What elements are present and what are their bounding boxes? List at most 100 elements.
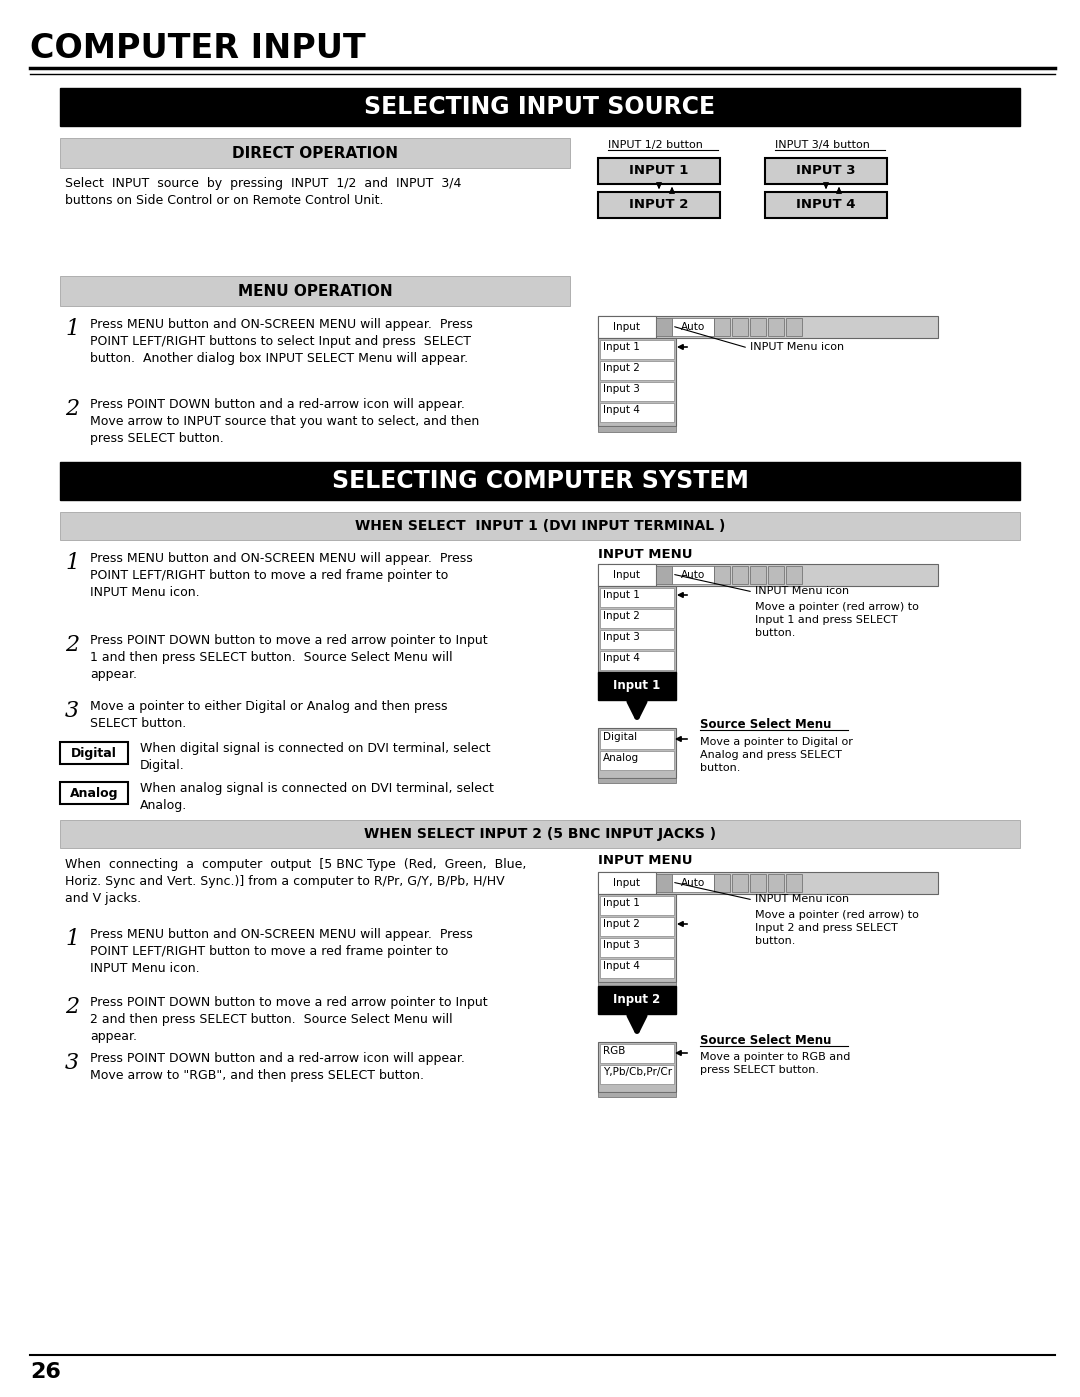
Text: Press MENU button and ON-SCREEN MENU will appear.  Press
POINT LEFT/RIGHT button: Press MENU button and ON-SCREEN MENU wil… (90, 319, 473, 365)
Bar (60, 782, 129, 805)
Text: Move a pointer to either Digital or Analog and then press
SELECT button.: Move a pointer to either Digital or Anal… (90, 700, 447, 731)
Bar (600, 588, 674, 608)
Text: Move a pointer to Digital or
Analog and press SELECT
button.: Move a pointer to Digital or Analog and … (700, 738, 853, 774)
Text: INPUT 3/4 button: INPUT 3/4 button (775, 140, 869, 149)
Bar (600, 339, 674, 359)
Bar (598, 191, 720, 218)
Bar (598, 1092, 676, 1097)
Text: 1: 1 (65, 928, 79, 950)
Text: Analog: Analog (603, 753, 639, 763)
Bar (598, 564, 656, 585)
Text: Move a pointer (red arrow) to
Input 1 and press SELECT
button.: Move a pointer (red arrow) to Input 1 an… (755, 602, 919, 638)
Text: MENU OPERATION: MENU OPERATION (238, 284, 392, 299)
Text: 26: 26 (30, 1362, 60, 1382)
Bar (656, 566, 672, 584)
Text: 3: 3 (65, 1052, 79, 1074)
Bar (672, 875, 714, 893)
Bar (598, 585, 676, 673)
Text: Input 1: Input 1 (603, 590, 639, 599)
Bar (768, 319, 784, 337)
Text: INPUT 4: INPUT 4 (796, 198, 855, 211)
Bar (786, 319, 802, 337)
Text: Move a pointer (red arrow) to
Input 2 and press SELECT
button.: Move a pointer (red arrow) to Input 2 an… (755, 909, 919, 946)
Bar (600, 1065, 674, 1084)
Text: INPUT 1: INPUT 1 (630, 165, 689, 177)
Text: INPUT MENU: INPUT MENU (598, 854, 692, 868)
Bar (600, 916, 674, 936)
Text: Press POINT DOWN button to move a red arrow pointer to Input
1 and then press SE: Press POINT DOWN button to move a red ar… (90, 634, 488, 680)
Bar (600, 651, 674, 671)
Bar (600, 895, 674, 915)
Text: Press POINT DOWN button and a red-arrow icon will appear.
Move arrow to "RGB", a: Press POINT DOWN button and a red-arrow … (90, 1052, 464, 1083)
Text: Auto: Auto (680, 321, 705, 332)
Text: Analog: Analog (70, 787, 118, 799)
Text: Input 4: Input 4 (603, 961, 639, 971)
Text: INPUT 2: INPUT 2 (630, 198, 689, 211)
Bar (600, 731, 674, 749)
Bar (60, 88, 1020, 126)
Bar (598, 426, 676, 432)
Bar (598, 673, 676, 680)
Bar (600, 958, 674, 978)
Bar (598, 316, 656, 338)
Text: When analog signal is connected on DVI terminal, select
Analog.: When analog signal is connected on DVI t… (140, 782, 494, 812)
Bar (786, 566, 802, 584)
Bar (765, 191, 887, 218)
Text: INPUT Menu icon: INPUT Menu icon (755, 894, 849, 904)
Text: Input 4: Input 4 (603, 405, 639, 415)
Text: Digital: Digital (603, 732, 637, 742)
Bar (600, 360, 674, 380)
Text: Y,Pb/Cb,Pr/Cr: Y,Pb/Cb,Pr/Cr (603, 1067, 672, 1077)
Text: INPUT Menu icon: INPUT Menu icon (750, 342, 845, 352)
Text: COMPUTER INPUT: COMPUTER INPUT (30, 32, 366, 66)
Text: 3: 3 (65, 700, 79, 722)
Bar (60, 462, 1020, 500)
Text: Input 3: Input 3 (603, 384, 639, 394)
Text: Auto: Auto (680, 570, 705, 580)
Bar (60, 138, 570, 168)
Text: DIRECT OPERATION: DIRECT OPERATION (232, 145, 399, 161)
Bar (714, 875, 730, 893)
Bar (60, 277, 570, 306)
Bar (714, 319, 730, 337)
Text: Press MENU button and ON-SCREEN MENU will appear.  Press
POINT LEFT/RIGHT button: Press MENU button and ON-SCREEN MENU wil… (90, 552, 473, 599)
Text: Input 1: Input 1 (603, 342, 639, 352)
Bar (600, 630, 674, 650)
Bar (598, 778, 676, 782)
Text: SELECTING COMPUTER SYSTEM: SELECTING COMPUTER SYSTEM (332, 469, 748, 493)
Text: RGB: RGB (603, 1046, 625, 1056)
Bar (732, 566, 748, 584)
Bar (750, 566, 766, 584)
Text: Input 1: Input 1 (613, 679, 661, 693)
Bar (60, 820, 1020, 848)
Text: INPUT MENU: INPUT MENU (598, 548, 692, 562)
Bar (598, 986, 676, 1014)
Text: Input 2: Input 2 (613, 993, 661, 1006)
Bar (656, 319, 672, 337)
Bar (598, 158, 720, 184)
Bar (598, 1042, 676, 1092)
Bar (768, 875, 784, 893)
Text: INPUT 3: INPUT 3 (796, 165, 855, 177)
Text: 2: 2 (65, 634, 79, 657)
Text: Move a pointer to RGB and
press SELECT button.: Move a pointer to RGB and press SELECT b… (700, 1052, 850, 1076)
Text: Input 3: Input 3 (603, 631, 639, 643)
Text: 2: 2 (65, 398, 79, 420)
Text: Source Select Menu: Source Select Menu (700, 718, 832, 731)
Text: 1: 1 (65, 552, 79, 574)
Text: Input: Input (613, 877, 640, 888)
Text: INPUT Menu icon: INPUT Menu icon (755, 585, 849, 597)
Bar (598, 338, 676, 426)
Bar (732, 875, 748, 893)
Text: WHEN SELECT  INPUT 1 (DVI INPUT TERMINAL ): WHEN SELECT INPUT 1 (DVI INPUT TERMINAL … (355, 520, 725, 534)
Text: Press POINT DOWN button and a red-arrow icon will appear.
Move arrow to INPUT so: Press POINT DOWN button and a red-arrow … (90, 398, 480, 446)
Bar (750, 875, 766, 893)
Text: Input 2: Input 2 (603, 363, 639, 373)
Bar (765, 158, 887, 184)
Text: When digital signal is connected on DVI terminal, select
Digital.: When digital signal is connected on DVI … (140, 742, 490, 773)
Bar (656, 875, 672, 893)
Bar (598, 672, 676, 700)
Bar (672, 319, 714, 337)
Bar (732, 319, 748, 337)
Bar (600, 609, 674, 629)
